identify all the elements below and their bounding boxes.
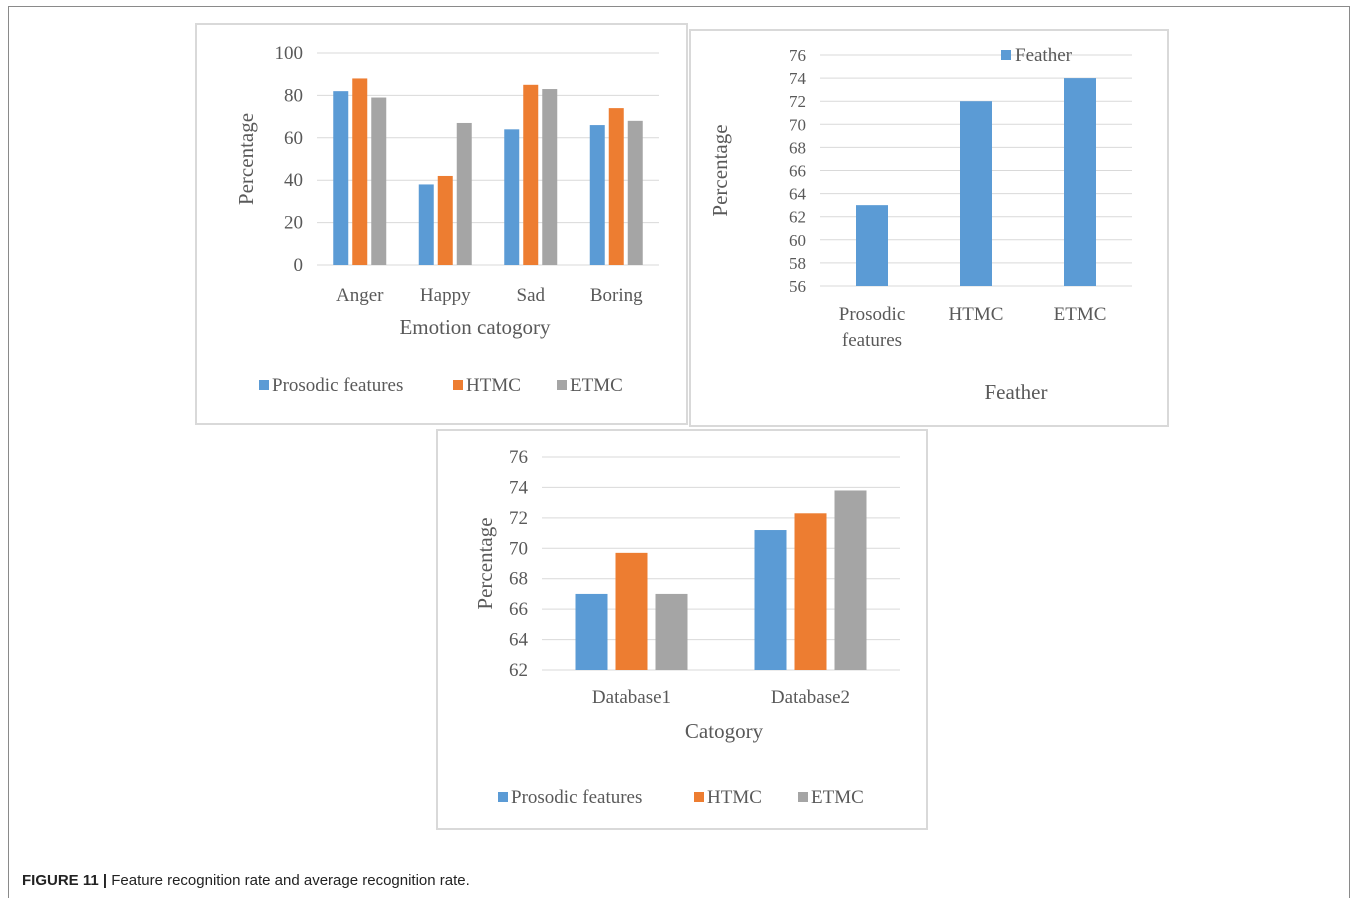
x-axis-label: Catogory: [685, 719, 764, 743]
legend-swatch: [557, 380, 567, 390]
legend-swatch: [453, 380, 463, 390]
bar: [754, 530, 787, 670]
bar: [856, 205, 888, 286]
y-axis-label: Percentage: [473, 517, 497, 609]
x-tick-label: features: [842, 330, 902, 351]
y-tick-label: 70: [509, 538, 528, 559]
y-axis-label: Percentage: [708, 124, 732, 216]
legend-swatch: [498, 792, 508, 802]
y-tick-label: 68: [509, 569, 528, 590]
legend-label: HTMC: [707, 787, 762, 808]
bar: [418, 184, 434, 265]
bar: [1064, 78, 1096, 286]
chart-catogory-svg: 62 64 66 68 70 72 74 76 Database1 Database2 Catogo…: [473, 447, 900, 808]
chart-emotion-category-svg: 0 20 40 60 80 100 Anger Happy Sad Boring Emotion c…: [234, 43, 659, 396]
chart-catogory: 62 64 66 68 70 72 74 76 Database1 Database2 Catogo…: [436, 429, 928, 830]
y-tick-label: 70: [789, 115, 806, 134]
legend-label: Prosodic features: [511, 787, 642, 808]
x-tick-label: HTMC: [949, 304, 1004, 325]
figure-caption-text: Feature recognition rate and average rec…: [111, 872, 470, 889]
bar: [834, 490, 867, 670]
x-axis-label: Feather: [985, 380, 1048, 404]
y-tick-label: 64: [509, 630, 529, 651]
x-tick-label: Database2: [771, 687, 850, 708]
y-tick-label: 62: [789, 208, 806, 227]
y-tick-label: 76: [789, 46, 806, 65]
bar: [352, 78, 368, 265]
y-tick-label: 20: [284, 213, 303, 234]
bar: [504, 129, 520, 265]
figure-caption-label: FIGURE 11 |: [22, 872, 108, 889]
y-tick-label: 0: [294, 255, 304, 276]
y-tick-label: 76: [509, 447, 528, 468]
bar: [542, 89, 558, 265]
x-tick-label: Boring: [590, 285, 643, 306]
y-tick-label: 60: [789, 231, 806, 250]
bar: [627, 120, 643, 265]
figure-caption: FIGURE 11 | Feature recognition rate and…: [22, 872, 470, 889]
bar: [794, 513, 827, 670]
legend-swatch: [1001, 50, 1011, 60]
bar: [655, 593, 688, 670]
x-tick-label: Sad: [517, 285, 546, 306]
y-tick-label: 100: [275, 43, 304, 64]
figure-frame: [8, 6, 1350, 898]
chart-feather-svg: 56 58 60 62 64 66 68 70 72 74 76 Prosodic features HT…: [708, 45, 1132, 404]
y-tick-label: 64: [789, 185, 807, 204]
y-tick-label: 40: [284, 170, 303, 191]
chart-feather: 56 58 60 62 64 66 68 70 72 74 76 Prosodic features HT…: [689, 29, 1169, 427]
x-tick-label: ETMC: [1054, 304, 1107, 325]
bar: [608, 108, 624, 266]
x-tick-label: Prosodic: [839, 304, 906, 325]
y-tick-label: 68: [789, 138, 806, 157]
legend-label: ETMC: [570, 375, 623, 396]
bar: [333, 91, 349, 265]
bar: [575, 593, 608, 670]
y-tick-label: 74: [509, 477, 529, 498]
legend-swatch: [798, 792, 808, 802]
legend-label: HTMC: [466, 375, 521, 396]
y-tick-label: 62: [509, 660, 528, 681]
legend-label: ETMC: [811, 787, 864, 808]
chart-emotion-category: 0 20 40 60 80 100 Anger Happy Sad Boring Emotion c…: [195, 23, 688, 425]
legend-swatch: [259, 380, 269, 390]
bar: [960, 101, 992, 286]
bar: [523, 84, 539, 265]
y-tick-label: 66: [509, 599, 528, 620]
y-tick-label: 72: [789, 92, 806, 111]
y-tick-label: 58: [789, 254, 806, 273]
legend-label: Prosodic features: [272, 375, 403, 396]
y-axis-label: Percentage: [234, 113, 258, 205]
y-tick-label: 72: [509, 508, 528, 529]
bar: [615, 552, 648, 670]
x-tick-label: Anger: [336, 285, 384, 306]
bar: [371, 97, 387, 266]
x-axis-label: Emotion catogory: [399, 315, 551, 339]
y-tick-label: 74: [789, 69, 807, 88]
bar: [456, 122, 472, 266]
y-tick-label: 56: [789, 277, 806, 296]
y-tick-label: 66: [789, 162, 806, 181]
x-tick-label: Database1: [592, 687, 671, 708]
x-tick-label: Happy: [420, 285, 471, 306]
legend-label: Feather: [1015, 45, 1073, 66]
y-tick-label: 60: [284, 128, 303, 149]
bar: [589, 125, 605, 265]
y-tick-label: 80: [284, 85, 303, 106]
bar: [437, 175, 453, 265]
legend-swatch: [694, 792, 704, 802]
